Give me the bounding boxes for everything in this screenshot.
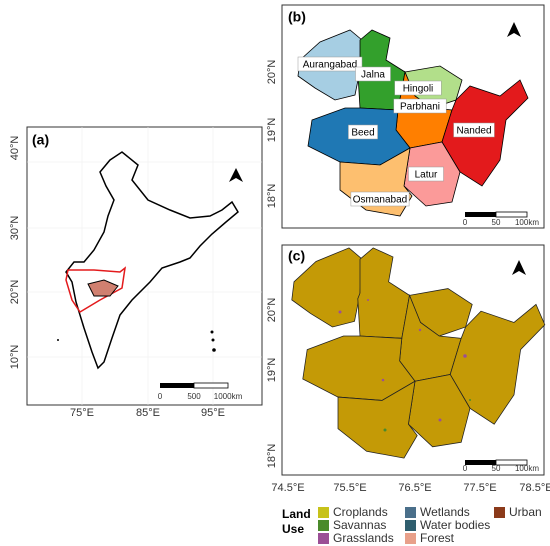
legend-label: Wetlands <box>420 505 470 519</box>
islands <box>57 330 216 352</box>
lon-label: 75.5°E <box>333 482 366 494</box>
study-area <box>87 279 119 297</box>
panel-label: (b) <box>288 9 306 25</box>
label-box <box>297 56 363 72</box>
scale-label: 0 <box>463 464 468 473</box>
legend-swatch <box>405 507 416 518</box>
legend-label: Grasslands <box>333 531 394 545</box>
india-outline <box>65 151 239 370</box>
legend-swatch <box>318 533 329 544</box>
scale-label: 100km <box>515 218 539 227</box>
label-box <box>355 66 391 82</box>
land-use-specks <box>383 399 471 432</box>
lat-label: 20°N <box>266 298 278 323</box>
district-label: Hingoli <box>403 84 434 95</box>
legend-label: Croplands <box>333 505 388 519</box>
scale-bar <box>160 383 194 388</box>
legend-swatch <box>405 533 416 544</box>
legend-label: Urban <box>509 505 542 519</box>
scale-label: 100km <box>515 464 539 473</box>
legend-swatch <box>494 507 505 518</box>
lon-label: 75°E <box>70 407 94 419</box>
lat-label: 20°N <box>266 60 278 85</box>
label-box <box>408 166 444 182</box>
district-label: Nanded <box>456 126 491 137</box>
lon-label: 74.5°E <box>271 482 304 494</box>
scale-bar <box>495 211 528 218</box>
north-arrow <box>507 22 521 37</box>
scale-label: 1000km <box>214 392 243 401</box>
lat-label: 10°N <box>9 345 21 370</box>
panel-label: (a) <box>32 132 49 148</box>
land-use-specks <box>338 299 467 422</box>
district-label: Osmanabad <box>353 195 407 206</box>
district-label: Latur <box>415 170 438 181</box>
district-label: Beed <box>351 128 374 139</box>
scale-label: 500 <box>187 392 201 401</box>
lon-label: 85°E <box>136 407 160 419</box>
district-label: Jalna <box>361 70 385 81</box>
label-box <box>453 122 495 138</box>
panel-label: (c) <box>288 248 305 264</box>
label-box <box>393 98 447 114</box>
lat-label: 19°N <box>266 358 278 383</box>
legend-label: Water bodies <box>420 518 490 532</box>
north-arrow <box>512 260 526 275</box>
legend-title: Use <box>282 522 304 536</box>
legend-swatch <box>318 507 329 518</box>
north-arrow <box>229 168 243 182</box>
scale-bar <box>193 382 229 389</box>
lon-label: 78.5°E <box>519 482 550 494</box>
label-box <box>394 80 442 96</box>
legend-label: Savannas <box>333 518 386 532</box>
scale-label: 50 <box>492 464 501 473</box>
scale-label: 0 <box>158 392 163 401</box>
lat-label: 40°N <box>9 136 21 161</box>
scale-bar <box>465 460 496 465</box>
scale-bar <box>495 459 528 466</box>
lat-label: 30°N <box>9 216 21 241</box>
lat-label: 19°N <box>266 118 278 143</box>
scale-label: 0 <box>463 218 468 227</box>
lon-label: 95°E <box>201 407 225 419</box>
legend-swatch <box>318 520 329 531</box>
lat-label: 18°N <box>266 184 278 209</box>
lat-label: 18°N <box>266 444 278 469</box>
label-box <box>350 191 410 207</box>
lon-label: 76.5°E <box>398 482 431 494</box>
scale-bar <box>465 212 496 217</box>
district-label: Parbhani <box>400 102 440 113</box>
legend-title: Land <box>282 507 311 521</box>
scale-label: 50 <box>492 218 501 227</box>
label-box <box>348 124 378 140</box>
legend-swatch <box>405 520 416 531</box>
legend-label: Forest <box>420 531 455 545</box>
lat-label: 20°N <box>9 280 21 305</box>
lon-label: 77.5°E <box>463 482 496 494</box>
district-label: Aurangabad <box>303 60 358 71</box>
